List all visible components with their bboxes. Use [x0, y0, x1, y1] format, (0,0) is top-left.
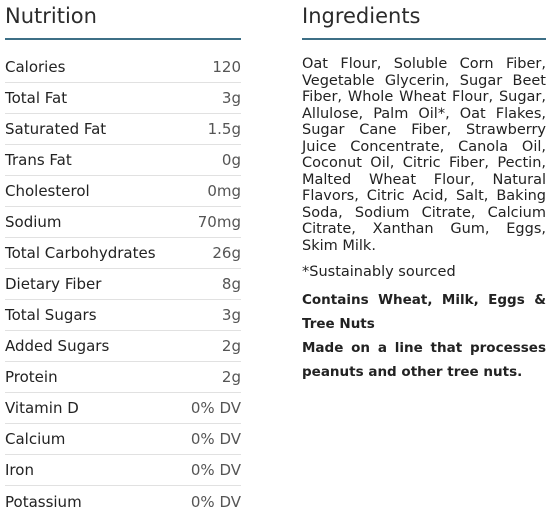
nutrition-row-total-fat: Total Fat 3g [5, 83, 241, 114]
nutrition-row-iron: Iron 0% DV [5, 455, 241, 486]
nutrition-row-added-sugars: Added Sugars 2g [5, 331, 241, 362]
nutrient-value: 2g [221, 337, 241, 355]
nutrient-label: Trans Fat [5, 151, 72, 169]
nutrition-row-potassium: Potassium 0% DV [5, 486, 241, 517]
nutrient-value: 0% DV [190, 399, 241, 417]
nutrient-label: Protein [5, 368, 58, 386]
nutrition-row-cholesterol: Cholesterol 0mg [5, 176, 241, 207]
nutrient-value: 120 [212, 58, 241, 76]
nutrition-row-vitamin-d: Vitamin D 0% DV [5, 393, 241, 424]
allergen-statement: Contains Wheat, Milk, Eggs & Tree Nuts [302, 292, 546, 332]
ingredients-list: Oat Flour, Soluble Corn Fiber, Vegetable… [302, 56, 546, 254]
nutrient-label: Added Sugars [5, 337, 110, 355]
nutrient-label: Cholesterol [5, 182, 90, 200]
nutrient-label: Sodium [5, 213, 62, 231]
nutrient-label: Calcium [5, 430, 66, 448]
nutrition-table: Calories 120 Total Fat 3g Saturated Fat 1.5… [5, 52, 241, 517]
nutrition-panel: Nutrition Calories 120 Total Fat 3g Satura… [5, 0, 241, 517]
facility-statement: Made on a line that processes peanuts an… [302, 340, 546, 380]
nutrition-row-dietary-fiber: Dietary Fiber 8g [5, 269, 241, 300]
nutrition-heading: Nutrition [5, 0, 241, 40]
nutrient-label: Iron [5, 461, 34, 479]
nutrient-label: Total Carbohydrates [5, 244, 156, 262]
nutrition-row-sodium: Sodium 70mg [5, 207, 241, 238]
nutrient-label: Saturated Fat [5, 120, 107, 138]
nutrient-value: 0mg [207, 182, 241, 200]
nutrient-label: Dietary Fiber [5, 275, 102, 293]
nutrition-row-saturated-fat: Saturated Fat 1.5g [5, 114, 241, 145]
nutrient-value: 70mg [197, 213, 241, 231]
nutrient-value: 8g [221, 275, 241, 293]
nutrition-row-calcium: Calcium 0% DV [5, 424, 241, 455]
nutrient-value: 0g [221, 151, 241, 169]
nutrition-row-total-sugars: Total Sugars 3g [5, 300, 241, 331]
nutrition-row-trans-fat: Trans Fat 0g [5, 145, 241, 176]
nutrient-value: 2g [221, 368, 241, 386]
nutrient-value: 0% DV [190, 461, 241, 479]
nutrient-value: 26g [212, 244, 241, 262]
nutrient-label: Potassium [5, 492, 82, 511]
nutrient-value: 1.5g [207, 120, 241, 138]
nutrition-row-total-carbohydrates: Total Carbohydrates 26g [5, 238, 241, 269]
ingredients-heading: Ingredients [302, 0, 546, 40]
nutrient-label: Total Fat [5, 89, 68, 107]
nutrient-value: 0% DV [190, 492, 241, 511]
ingredients-panel: Ingredients Oat Flour, Soluble Corn Fibe… [302, 0, 546, 384]
nutrient-value: 3g [221, 89, 241, 107]
nutrient-label: Total Sugars [5, 306, 97, 324]
nutrient-value: 0% DV [190, 430, 241, 448]
nutrient-label: Vitamin D [5, 399, 79, 417]
nutrition-row-calories: Calories 120 [5, 52, 241, 83]
nutrition-row-protein: Protein 2g [5, 362, 241, 393]
sustainability-note: *Sustainably sourced [302, 264, 456, 280]
nutrient-label: Calories [5, 58, 66, 76]
nutrient-value: 3g [221, 306, 241, 324]
